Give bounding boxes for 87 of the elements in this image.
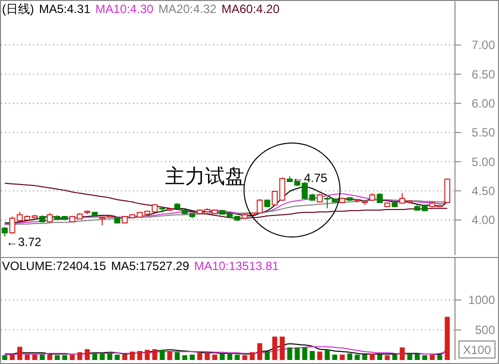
chart-title: (日线) <box>2 2 34 16</box>
bar <box>414 353 420 360</box>
bar <box>302 347 308 360</box>
bar <box>40 354 45 360</box>
bar <box>430 354 435 360</box>
bar <box>92 353 98 360</box>
bar <box>400 347 405 360</box>
line-series <box>4 343 448 356</box>
text: MA10:13513.81 <box>194 259 280 273</box>
text: MA60:4.20 <box>221 2 280 16</box>
y-tick-label: 6.50 <box>472 67 496 82</box>
annotation: ←4.75 <box>292 171 328 185</box>
bar <box>234 354 240 360</box>
bar <box>84 349 90 360</box>
y-tick-label: 5.00 <box>472 154 496 169</box>
y-tick-label: 1000 <box>468 293 496 308</box>
bar <box>24 354 30 360</box>
bar <box>422 355 428 360</box>
bar <box>77 352 82 360</box>
text: MA5:17527.29 <box>111 259 190 273</box>
bar <box>212 354 218 360</box>
bar <box>384 355 390 360</box>
text: MA5:4.31 <box>39 2 91 16</box>
bar <box>392 354 398 360</box>
bar <box>137 351 142 360</box>
bar <box>272 336 278 360</box>
bar <box>444 316 450 360</box>
chart-title: VOLUME:72404.15 <box>2 259 106 273</box>
bar <box>70 354 75 360</box>
y-tick-label: 4.50 <box>472 184 496 198</box>
bar <box>62 355 68 360</box>
bar <box>317 352 322 360</box>
bar <box>190 354 195 360</box>
candlestick <box>2 226 8 237</box>
y-tick-label: 500 <box>474 323 496 338</box>
annotation: ←3.72 <box>6 235 42 249</box>
bar <box>332 354 338 360</box>
bar <box>54 355 60 360</box>
line-series <box>4 193 448 225</box>
bar <box>310 351 315 360</box>
bar <box>10 354 15 360</box>
bar <box>2 355 8 360</box>
bar <box>122 354 128 360</box>
bar <box>100 353 105 360</box>
bar <box>130 352 135 360</box>
annotation: 主力试盘 <box>165 165 245 188</box>
bar <box>152 349 158 360</box>
y-tick-label: 5.50 <box>472 126 496 140</box>
bar <box>182 355 188 360</box>
bar <box>324 350 330 360</box>
line-series <box>4 346 448 356</box>
bar <box>347 353 352 360</box>
bar <box>167 351 172 360</box>
bar <box>242 355 248 360</box>
bar <box>264 352 270 360</box>
bar <box>377 354 382 360</box>
bar <box>197 352 202 360</box>
bar <box>47 354 52 360</box>
candlestick <box>444 178 450 204</box>
bar <box>250 352 255 360</box>
bar <box>294 347 300 360</box>
y-tick-label: 7.00 <box>472 38 496 52</box>
bar <box>257 343 262 360</box>
bar <box>340 354 345 360</box>
bar <box>144 350 150 360</box>
bar <box>160 350 165 360</box>
bar <box>17 346 22 360</box>
bar <box>280 336 285 360</box>
bar <box>227 353 232 360</box>
bar <box>107 353 112 360</box>
bar <box>362 354 368 360</box>
bar <box>174 352 180 360</box>
y-tick-label: 6.00 <box>472 96 496 111</box>
candlestick <box>46 212 53 223</box>
bar <box>287 347 292 360</box>
text: MA10:4.30 <box>95 2 154 16</box>
text: X100 <box>462 343 492 358</box>
bar <box>204 352 210 360</box>
text: MA20:4.32 <box>158 2 217 16</box>
bar <box>354 354 360 360</box>
bar <box>370 353 375 360</box>
bar <box>437 355 442 360</box>
bar <box>407 353 412 360</box>
bar <box>32 354 38 360</box>
y-tick-label: 4.00 <box>472 213 496 228</box>
bar <box>114 354 120 360</box>
bar <box>220 353 225 360</box>
